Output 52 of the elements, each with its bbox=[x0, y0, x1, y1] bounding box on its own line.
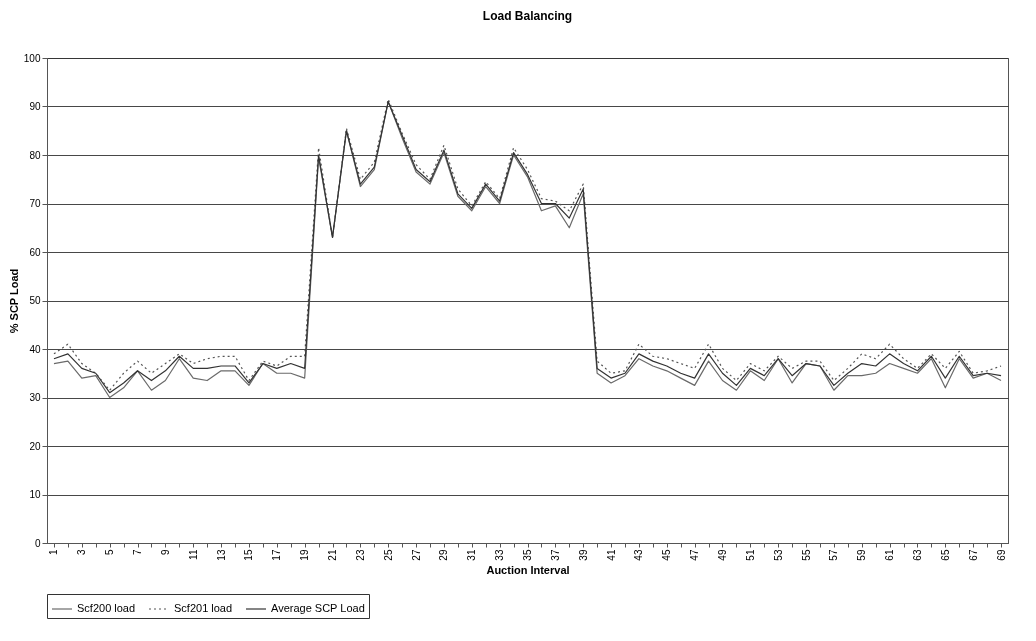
x-tick-label: 45 bbox=[661, 549, 673, 561]
x-tick-label: 49 bbox=[716, 549, 728, 561]
x-tick-label: 31 bbox=[466, 549, 478, 561]
x-tick-label: 33 bbox=[494, 549, 506, 561]
x-tick-label: 47 bbox=[689, 549, 701, 561]
x-tick-label: 63 bbox=[911, 549, 923, 561]
x-tick-label: 57 bbox=[828, 549, 840, 561]
y-tick-label: 40 bbox=[29, 343, 41, 355]
x-tick-label: 21 bbox=[327, 549, 339, 561]
y-tick-label: 80 bbox=[29, 149, 41, 161]
y-tick-label: 10 bbox=[29, 489, 41, 500]
x-tick-label: 41 bbox=[605, 549, 617, 561]
y-tick-label: 90 bbox=[29, 101, 41, 112]
x-tick-label: 39 bbox=[577, 549, 589, 561]
x-tick-label: 15 bbox=[243, 549, 255, 561]
x-tick-label: 9 bbox=[159, 549, 171, 556]
y-tick-label: 70 bbox=[29, 198, 41, 209]
x-tick-label: 23 bbox=[354, 549, 366, 561]
x-tick-label: 27 bbox=[410, 549, 422, 561]
x-tick-label: 65 bbox=[939, 549, 951, 561]
y-tick-label: 30 bbox=[29, 392, 41, 403]
y-tick-label: 20 bbox=[29, 440, 41, 452]
y-tick-label: 50 bbox=[29, 295, 41, 306]
x-tick-label: 19 bbox=[299, 549, 311, 561]
x-tick-label: 67 bbox=[967, 549, 979, 561]
x-tick-label: 25 bbox=[382, 549, 394, 561]
x-tick-label: 69 bbox=[995, 549, 1007, 561]
legend-label: Scf200 load bbox=[77, 602, 136, 614]
x-tick-label: 61 bbox=[884, 549, 896, 561]
x-tick-label: 7 bbox=[132, 549, 144, 556]
chart-title: Load Balancing bbox=[482, 9, 573, 23]
x-tick-label: 55 bbox=[800, 549, 812, 561]
legend-label: Average SCP Load bbox=[271, 602, 365, 614]
legend-label: Scf201 load bbox=[174, 602, 233, 614]
y-axis-title: % SCP Load bbox=[7, 268, 20, 334]
x-tick-label: 5 bbox=[104, 549, 116, 556]
x-tick-label: 29 bbox=[438, 549, 450, 561]
x-tick-label: 37 bbox=[549, 549, 561, 561]
x-tick-label: 11 bbox=[187, 549, 199, 560]
x-tick-label: 17 bbox=[271, 549, 283, 561]
x-tick-label: 43 bbox=[633, 549, 645, 561]
y-tick-label: 60 bbox=[29, 246, 41, 258]
x-tick-label: 53 bbox=[772, 549, 784, 561]
y-tick-label: 100 bbox=[23, 52, 41, 64]
x-tick-label: 51 bbox=[744, 549, 756, 561]
x-axis-title: Auction Interval bbox=[486, 563, 570, 576]
x-tick-label: 59 bbox=[856, 549, 868, 561]
x-tick-label: 35 bbox=[522, 549, 533, 561]
y-tick-label: 0 bbox=[34, 537, 41, 549]
x-tick-label: 3 bbox=[76, 549, 88, 556]
x-tick-label: 1 bbox=[48, 549, 60, 556]
x-tick-label: 13 bbox=[215, 549, 227, 561]
